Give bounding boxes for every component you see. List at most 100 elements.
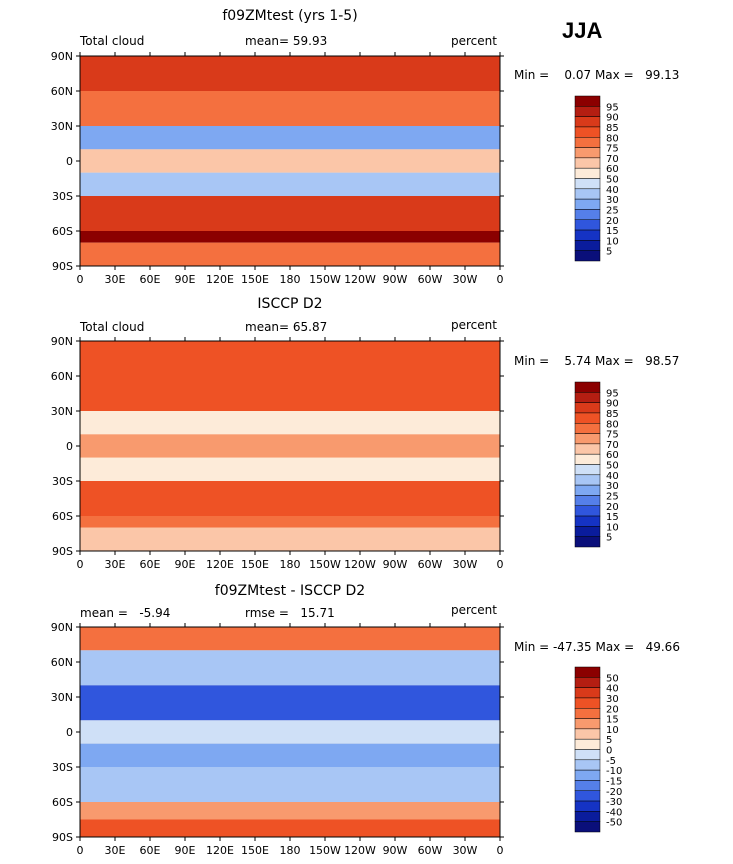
- y-tick-label: 90S: [52, 545, 73, 558]
- y-tick-label: 30N: [51, 405, 73, 418]
- colorbar-swatch: [574, 821, 601, 833]
- colorbar-label: 40: [606, 185, 619, 196]
- zonal-band: [80, 767, 500, 802]
- colorbar-label: 10: [606, 236, 619, 247]
- panel-2-minmax: Min = 5.74 Max = 98.57: [514, 354, 680, 368]
- x-tick-label: 120W: [344, 273, 376, 286]
- zonal-band: [80, 91, 500, 126]
- zonal-band: [80, 819, 500, 837]
- zonal-band: [80, 743, 500, 767]
- colorbar-label: -15: [606, 776, 622, 787]
- y-tick-label: 60N: [51, 85, 73, 98]
- colorbar-label: 75: [606, 430, 619, 441]
- colorbar-label: 10: [606, 522, 619, 533]
- x-tick-label: 180: [280, 558, 301, 571]
- colorbar-swatch: [574, 811, 601, 822]
- colorbar-swatch: [574, 666, 601, 678]
- x-tick-label: 90E: [175, 558, 196, 571]
- x-tick-label: 180: [280, 273, 301, 286]
- y-tick-label: 60S: [52, 510, 73, 523]
- colorbar-swatch: [574, 443, 601, 455]
- y-tick-label: 60S: [52, 796, 73, 809]
- colorbar-label: 40: [606, 471, 619, 482]
- colorbar-label: -5: [606, 756, 616, 767]
- x-tick-label: 30E: [105, 558, 126, 571]
- panel-1-minmax: Min = 0.07 Max = 99.13: [514, 68, 680, 82]
- colorbar-swatch: [574, 536, 601, 548]
- zonal-band: [80, 172, 500, 196]
- colorbar-swatch: [574, 219, 601, 231]
- colorbar-label: 75: [606, 144, 619, 155]
- zonal-band: [80, 231, 500, 243]
- x-tick-label: 0: [497, 273, 504, 286]
- colorbar-label: -20: [606, 787, 622, 798]
- colorbar-swatch: [574, 392, 601, 403]
- colorbar-label: 0: [606, 746, 612, 757]
- x-tick-label: 30W: [453, 558, 478, 571]
- zonal-band: [80, 126, 500, 150]
- x-tick-label: 120E: [206, 273, 234, 286]
- colorbar-swatch: [574, 147, 601, 159]
- colorbar-swatch: [574, 250, 601, 262]
- y-tick-label: 30S: [52, 475, 73, 488]
- colorbar-swatch: [574, 708, 601, 719]
- panel-3-minmax: Min = -47.35 Max = 49.66: [514, 640, 680, 654]
- y-tick-label: 0: [66, 440, 73, 453]
- colorbar-swatch: [574, 464, 601, 476]
- colorbar-label: 25: [606, 491, 619, 502]
- colorbar-label: 5: [606, 247, 612, 258]
- colorbar-swatch: [574, 505, 601, 517]
- x-tick-label: 150E: [241, 273, 269, 286]
- panel-2-units: percent: [451, 318, 497, 332]
- colorbar-label: 15: [606, 226, 619, 237]
- zonal-band: [80, 481, 500, 516]
- panel-1-title: f09ZMtest (yrs 1-5): [222, 8, 358, 24]
- x-tick-label: 0: [497, 844, 504, 857]
- colorbar-swatch: [574, 95, 601, 107]
- y-tick-label: 90N: [51, 621, 73, 634]
- panel-3-title: f09ZMtest - ISCCP D2: [214, 583, 366, 599]
- colorbar-swatch: [574, 198, 601, 210]
- colorbar-label: 85: [606, 409, 619, 420]
- x-tick-label: 120E: [206, 558, 234, 571]
- colorbar-label: 85: [606, 123, 619, 134]
- x-tick-label: 150W: [309, 844, 341, 857]
- colorbar-swatch: [574, 718, 601, 730]
- colorbar-swatch: [574, 697, 601, 709]
- colorbar-swatch: [574, 229, 601, 241]
- x-tick-label: 120W: [344, 558, 376, 571]
- colorbar-label: 50: [606, 175, 619, 186]
- colorbar-label: 90: [606, 399, 619, 410]
- x-tick-label: 0: [497, 558, 504, 571]
- colorbar-swatch: [574, 402, 601, 414]
- colorbar-label: 20: [606, 502, 619, 513]
- colorbar-label: 40: [606, 684, 619, 695]
- y-tick-label: 90S: [52, 260, 73, 273]
- x-tick-label: 90E: [175, 273, 196, 286]
- panel-3-mean: mean = -5.94: [80, 606, 171, 620]
- zonal-band: [80, 242, 500, 266]
- zonal-band: [80, 196, 500, 231]
- colorbar-label: -50: [606, 818, 622, 829]
- colorbar-label: 80: [606, 133, 619, 144]
- colorbar-label: 15: [606, 715, 619, 726]
- y-tick-label: 0: [66, 726, 73, 739]
- colorbar-label: 5: [606, 533, 612, 544]
- colorbar-label: 20: [606, 216, 619, 227]
- zonal-band: [80, 149, 500, 173]
- colorbar-label: 25: [606, 205, 619, 216]
- y-tick-label: 60N: [51, 656, 73, 669]
- x-tick-label: 150W: [309, 558, 341, 571]
- x-tick-label: 30E: [105, 844, 126, 857]
- colorbar-label: 30: [606, 481, 619, 492]
- colorbar-swatch: [574, 687, 601, 699]
- colorbar-label: 5: [606, 735, 612, 746]
- x-tick-label: 30W: [453, 273, 478, 286]
- zonal-band: [80, 627, 500, 651]
- zonal-band: [80, 341, 500, 376]
- y-tick-label: 30N: [51, 691, 73, 704]
- colorbar-label: 15: [606, 512, 619, 523]
- colorbar-swatch: [574, 749, 601, 761]
